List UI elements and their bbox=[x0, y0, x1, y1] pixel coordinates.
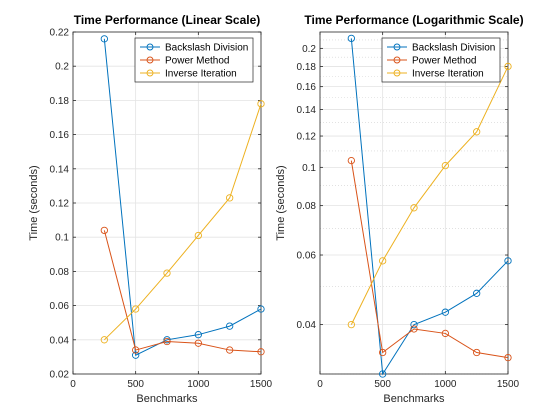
data-point bbox=[410, 325, 418, 333]
legend-label: Power Method bbox=[412, 56, 476, 67]
series-3 bbox=[347, 62, 512, 329]
series-2 bbox=[347, 156, 512, 362]
y-tick-label: 0.16 bbox=[50, 130, 70, 141]
y-tick-label: 0.18 bbox=[50, 96, 70, 107]
y-tick-label: 0.2 bbox=[302, 44, 316, 55]
data-point bbox=[347, 320, 355, 329]
data-point bbox=[379, 370, 387, 378]
x-tick-label: 0 bbox=[317, 379, 323, 390]
data-point bbox=[441, 161, 449, 170]
y-axis-label: Time (seconds) bbox=[28, 165, 40, 240]
data-point bbox=[100, 226, 108, 235]
data-point bbox=[163, 269, 171, 277]
y-tick-label: 0.08 bbox=[50, 267, 70, 278]
data-point bbox=[100, 336, 108, 344]
series-line bbox=[103, 103, 262, 341]
legend-label: Inverse Iteration bbox=[165, 69, 237, 80]
x-tick-label: 1500 bbox=[250, 379, 273, 390]
legend-marker bbox=[393, 56, 401, 64]
y-tick-label: 0.2 bbox=[55, 62, 69, 73]
data-point bbox=[379, 348, 387, 357]
x-tick-label: 1000 bbox=[187, 379, 210, 390]
x-axis-label: Benchmarks bbox=[383, 393, 445, 405]
x-tick-label: 1000 bbox=[434, 379, 457, 390]
y-tick-label: 0.12 bbox=[50, 199, 70, 210]
plot-area bbox=[320, 32, 508, 374]
y-tick-label: 0.14 bbox=[297, 105, 317, 116]
y-tick-label: 0.12 bbox=[297, 132, 317, 143]
chart-2: 0.04 0.06 0.08 0.1 0.12 0.14 0.16 0.18 0.2 0 500 10… bbox=[275, 13, 524, 405]
legend-marker bbox=[146, 56, 154, 64]
data-point bbox=[163, 337, 171, 346]
y-tick-label: 0.08 bbox=[297, 201, 317, 212]
data-point bbox=[257, 348, 265, 356]
data-point bbox=[504, 257, 512, 265]
chart-title: Time Performance (Logarithmic Scale) bbox=[304, 13, 523, 27]
data-point bbox=[194, 339, 202, 347]
x-axis-label: Benchmarks bbox=[136, 393, 198, 405]
chart-1: 0.02 0.04 0.06 0.08 0.1 0.12 0.14 0.16 0.18 0.2 0.… bbox=[28, 13, 273, 405]
legend-marker bbox=[393, 69, 401, 77]
x-tick-label: 0 bbox=[70, 379, 76, 390]
y-tick-label: 0.18 bbox=[297, 62, 317, 73]
data-point bbox=[132, 305, 140, 313]
y-tick-label: 0.04 bbox=[297, 320, 317, 331]
y-tick-label: 0.16 bbox=[297, 82, 317, 93]
y-tick-label: 0.1 bbox=[302, 163, 316, 174]
y-tick-label: 0.14 bbox=[50, 164, 70, 175]
legend-marker bbox=[146, 69, 154, 77]
x-tick-label: 1500 bbox=[497, 379, 520, 390]
data-point bbox=[504, 62, 512, 71]
data-point bbox=[504, 353, 512, 362]
chart-title: Time Performance (Linear Scale) bbox=[74, 13, 261, 27]
legend: Backslash Division Power Method Inverse It… bbox=[381, 37, 501, 83]
data-point bbox=[226, 194, 234, 202]
data-point bbox=[100, 35, 108, 43]
y-tick-label: 0.1 bbox=[55, 233, 69, 244]
legend-label: Backslash Division bbox=[165, 43, 248, 54]
data-point bbox=[473, 348, 481, 357]
series-line bbox=[350, 66, 509, 325]
series-3 bbox=[100, 100, 265, 344]
data-point bbox=[379, 257, 387, 265]
axes-box bbox=[319, 31, 509, 375]
legend: Backslash Division Power Method Inverse It… bbox=[134, 37, 254, 83]
legend-label: Inverse Iteration bbox=[412, 69, 484, 80]
data-point bbox=[194, 231, 202, 240]
data-point bbox=[410, 204, 418, 212]
data-point bbox=[132, 351, 140, 359]
data-point bbox=[226, 322, 234, 330]
data-point bbox=[441, 329, 449, 338]
data-point bbox=[194, 331, 202, 339]
legend-label: Backslash Division bbox=[412, 43, 495, 54]
legend-marker bbox=[393, 43, 401, 51]
data-point bbox=[410, 320, 418, 329]
y-tick-label: 0.02 bbox=[50, 370, 70, 381]
x-tick-label: 500 bbox=[374, 379, 391, 390]
y-axis-label: Time (seconds) bbox=[275, 165, 287, 240]
series-line bbox=[350, 160, 509, 359]
legend-marker bbox=[146, 43, 154, 51]
series-line bbox=[103, 38, 262, 356]
data-point bbox=[441, 308, 449, 316]
legend-label: Power Method bbox=[165, 56, 229, 67]
data-point bbox=[132, 346, 140, 354]
y-tick-label: 0.06 bbox=[297, 251, 317, 262]
y-tick-label: 0.22 bbox=[50, 28, 70, 39]
data-point bbox=[226, 346, 234, 354]
series-2 bbox=[100, 226, 265, 356]
data-point bbox=[473, 128, 481, 136]
y-tick-label: 0.04 bbox=[50, 335, 70, 346]
data-point bbox=[347, 156, 355, 165]
data-point bbox=[473, 289, 481, 297]
data-point bbox=[257, 100, 265, 108]
y-tick-label: 0.06 bbox=[50, 301, 70, 312]
series-line bbox=[103, 230, 262, 353]
data-point bbox=[257, 305, 265, 313]
x-tick-label: 500 bbox=[127, 379, 144, 390]
data-point bbox=[347, 34, 355, 43]
